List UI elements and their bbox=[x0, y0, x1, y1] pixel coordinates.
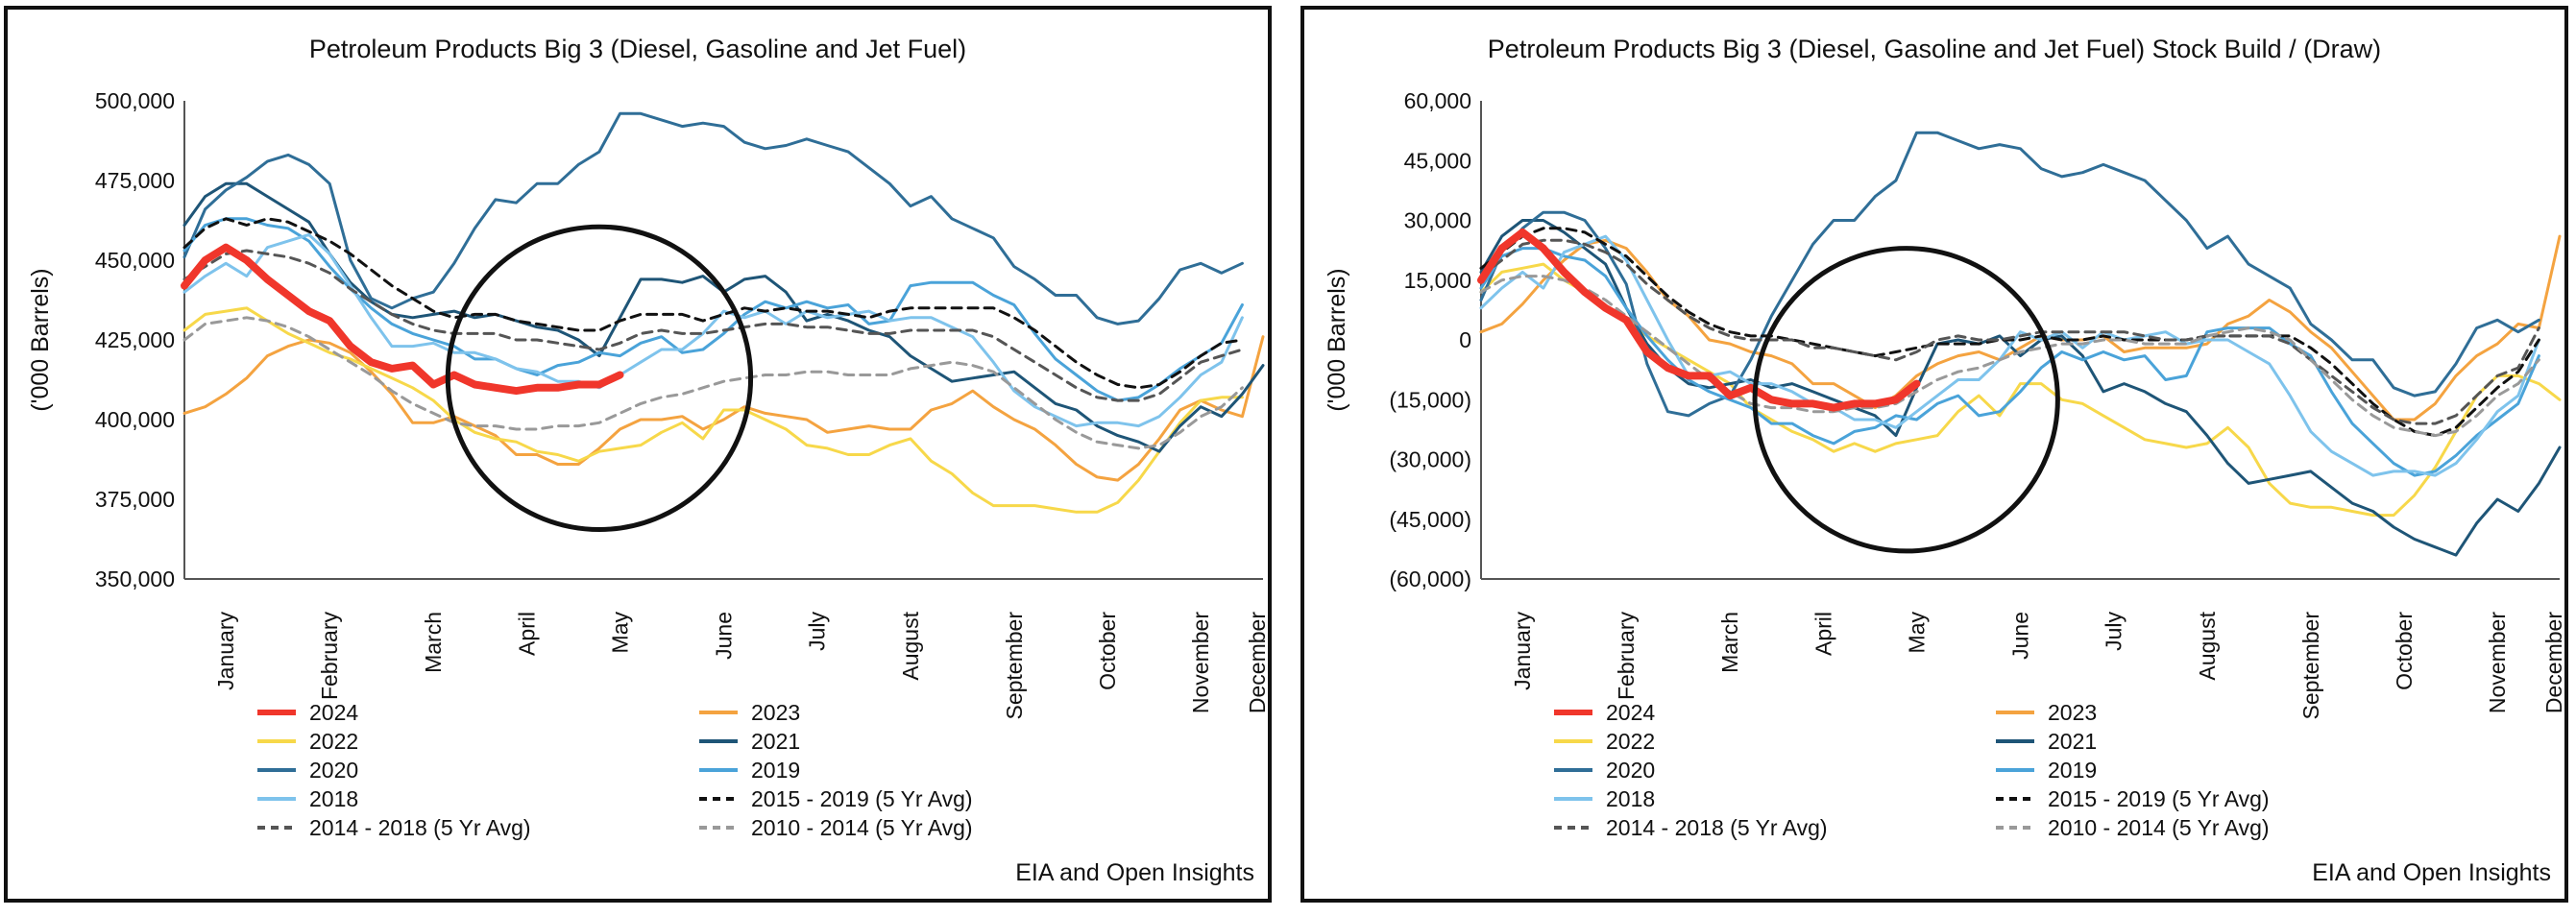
legend-label-2019: 2019 bbox=[2048, 758, 2097, 783]
chart-panel-build-draw: Petroleum Products Big 3 (Diesel, Gasoli… bbox=[1300, 6, 2568, 903]
y-tick-label: 450,000 bbox=[95, 248, 175, 273]
legend-label-2018: 2018 bbox=[1606, 786, 1655, 811]
y-tick-label: 30,000 bbox=[1404, 208, 1471, 233]
series-line-2018 bbox=[182, 232, 1244, 428]
x-tick-label-december: December bbox=[1245, 612, 1268, 713]
x-tick-label-august: August bbox=[2195, 611, 2220, 680]
y-tick-label: 400,000 bbox=[95, 407, 175, 432]
x-tick-label-november: November bbox=[2485, 612, 2510, 713]
x-tick-label-december: December bbox=[2541, 612, 2564, 713]
x-tick-label-april: April bbox=[1810, 612, 1835, 656]
x-tick-label-september: September bbox=[2298, 612, 2323, 720]
x-tick-label-february: February bbox=[1614, 612, 1639, 701]
y-tick-label: 375,000 bbox=[95, 487, 175, 512]
legend-label-2014-2018-5-yr-avg: 2014 - 2018 (5 Yr Avg) bbox=[1606, 815, 1828, 840]
series-line-2024 bbox=[181, 243, 624, 396]
legend-label-2019: 2019 bbox=[751, 758, 800, 783]
legend-label-2021: 2021 bbox=[751, 729, 800, 754]
series-line-2020 bbox=[1479, 131, 2540, 418]
series-line-2010-2014-5-yr-avg bbox=[182, 316, 1244, 450]
y-tick-label: 425,000 bbox=[95, 327, 175, 352]
y-tick-label: 15,000 bbox=[1404, 268, 1471, 293]
series-line-2024 bbox=[1477, 228, 1921, 412]
plot-axes bbox=[1480, 101, 2560, 580]
x-tick-label-march: March bbox=[421, 612, 446, 673]
y-tick-label: (30,000) bbox=[1389, 447, 1471, 472]
series-line-2020 bbox=[182, 111, 1244, 325]
series-line-2014-2018-5-yr-avg bbox=[1479, 238, 2540, 425]
x-tick-label-november: November bbox=[1188, 612, 1213, 713]
y-tick-label: 0 bbox=[1459, 327, 1471, 352]
chart-title: Petroleum Products Big 3 (Diesel, Gasoli… bbox=[1487, 35, 2382, 63]
x-tick-label-october: October bbox=[2392, 612, 2417, 690]
legend-label-2021: 2021 bbox=[2048, 729, 2097, 754]
x-tick-label-july: July bbox=[805, 612, 830, 651]
x-tick-label-april: April bbox=[514, 612, 539, 656]
y-tick-label: (60,000) bbox=[1389, 566, 1471, 591]
series-line-2014-2018-5-yr-avg bbox=[182, 249, 1244, 402]
y-tick-label: 500,000 bbox=[95, 88, 175, 113]
x-tick-label-may: May bbox=[1905, 612, 1930, 654]
series-line-2018 bbox=[1479, 234, 2540, 477]
y-tick-label: 350,000 bbox=[95, 566, 175, 591]
legend: 2024 2023 2022 2021 2020 2019 2018 2015 - 2019 … bbox=[257, 700, 973, 840]
chart-title: Petroleum Products Big 3 (Diesel, Gasoli… bbox=[308, 35, 967, 63]
x-tick-label-may: May bbox=[608, 612, 633, 654]
series-line-2019 bbox=[1479, 247, 2540, 477]
legend: 2024 2023 2022 2021 2020 2019 2018 2015 - 2019 … bbox=[1554, 700, 2270, 840]
series-line-2022 bbox=[182, 306, 1244, 514]
series-line-2010-2014-5-yr-avg bbox=[1479, 275, 2540, 438]
x-tick-label-january: January bbox=[1510, 612, 1535, 690]
y-tick-label: 60,000 bbox=[1404, 88, 1471, 113]
x-tick-label-february: February bbox=[317, 612, 342, 701]
series-line-2015-2019-5-yr-avg bbox=[182, 217, 1244, 390]
legend-label-2018: 2018 bbox=[309, 786, 358, 811]
x-tick-label-january: January bbox=[213, 612, 238, 690]
legend-label-2015-2019-5-yr-avg: 2015 - 2019 (5 Yr Avg) bbox=[751, 786, 973, 811]
x-tick-label-june: June bbox=[2008, 612, 2033, 660]
x-tick-label-october: October bbox=[1095, 612, 1120, 690]
x-tick-label-july: July bbox=[2102, 612, 2126, 651]
x-tick-label-september: September bbox=[1002, 612, 1027, 720]
y-tick-label: (15,000) bbox=[1389, 387, 1471, 412]
series-line-2019 bbox=[182, 217, 1244, 402]
legend-label-2020: 2020 bbox=[309, 758, 358, 783]
y-axis-title: ('000 Barrels) bbox=[27, 268, 54, 411]
legend-label-2015-2019-5-yr-avg: 2015 - 2019 (5 Yr Avg) bbox=[2048, 786, 2270, 811]
legend-label-2023: 2023 bbox=[2048, 700, 2097, 725]
y-tick-label: (45,000) bbox=[1389, 507, 1471, 532]
legend-label-2024: 2024 bbox=[309, 700, 358, 725]
legend-label-2010-2014-5-yr-avg: 2010 - 2014 (5 Yr Avg) bbox=[2048, 815, 2270, 840]
y-tick-label: 475,000 bbox=[95, 168, 175, 193]
legend-label-2014-2018-5-yr-avg: 2014 - 2018 (5 Yr Avg) bbox=[309, 815, 531, 840]
legend-label-2022: 2022 bbox=[309, 729, 358, 754]
highlight-circle bbox=[445, 224, 754, 532]
y-axis-title: ('000 Barrels) bbox=[1324, 268, 1350, 411]
highlight-circle bbox=[1752, 246, 2060, 554]
x-tick-label-march: March bbox=[1717, 612, 1742, 673]
chart-panel-stocks: Petroleum Products Big 3 (Diesel, Gasoli… bbox=[4, 6, 1272, 903]
legend-label-2010-2014-5-yr-avg: 2010 - 2014 (5 Yr Avg) bbox=[751, 815, 973, 840]
source-label: EIA and Open Insights bbox=[2312, 859, 2551, 886]
source-label: EIA and Open Insights bbox=[1015, 859, 1254, 886]
legend-label-2022: 2022 bbox=[1606, 729, 1655, 754]
chart-stocks: 350,000 375,000 400,000 425,000 450,000 475,0… bbox=[27, 88, 1268, 840]
series-line-2015-2019-5-yr-avg bbox=[1479, 227, 2540, 438]
legend-label-2024: 2024 bbox=[1606, 700, 1655, 725]
x-tick-label-june: June bbox=[712, 612, 737, 660]
legend-label-2023: 2023 bbox=[751, 700, 800, 725]
legend-label-2020: 2020 bbox=[1606, 758, 1655, 783]
y-tick-label: 45,000 bbox=[1404, 148, 1471, 173]
x-tick-label-august: August bbox=[898, 611, 923, 680]
chart-build-draw: (60,000) (45,000) (30,000) (15,000) 0 15,000 3… bbox=[1324, 88, 2564, 840]
